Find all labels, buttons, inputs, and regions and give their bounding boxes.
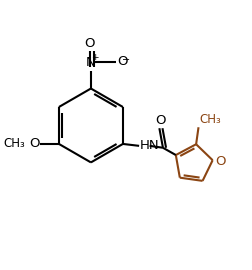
- Text: N: N: [86, 56, 95, 69]
- Text: −: −: [122, 55, 130, 65]
- Text: O: O: [155, 114, 166, 127]
- Text: CH₃: CH₃: [200, 113, 221, 126]
- Text: CH₃: CH₃: [4, 137, 25, 150]
- Text: HN: HN: [140, 139, 160, 152]
- Text: O: O: [117, 55, 128, 68]
- Text: +: +: [91, 53, 99, 62]
- Text: O: O: [29, 137, 39, 150]
- Text: O: O: [215, 155, 226, 168]
- Text: O: O: [84, 37, 95, 50]
